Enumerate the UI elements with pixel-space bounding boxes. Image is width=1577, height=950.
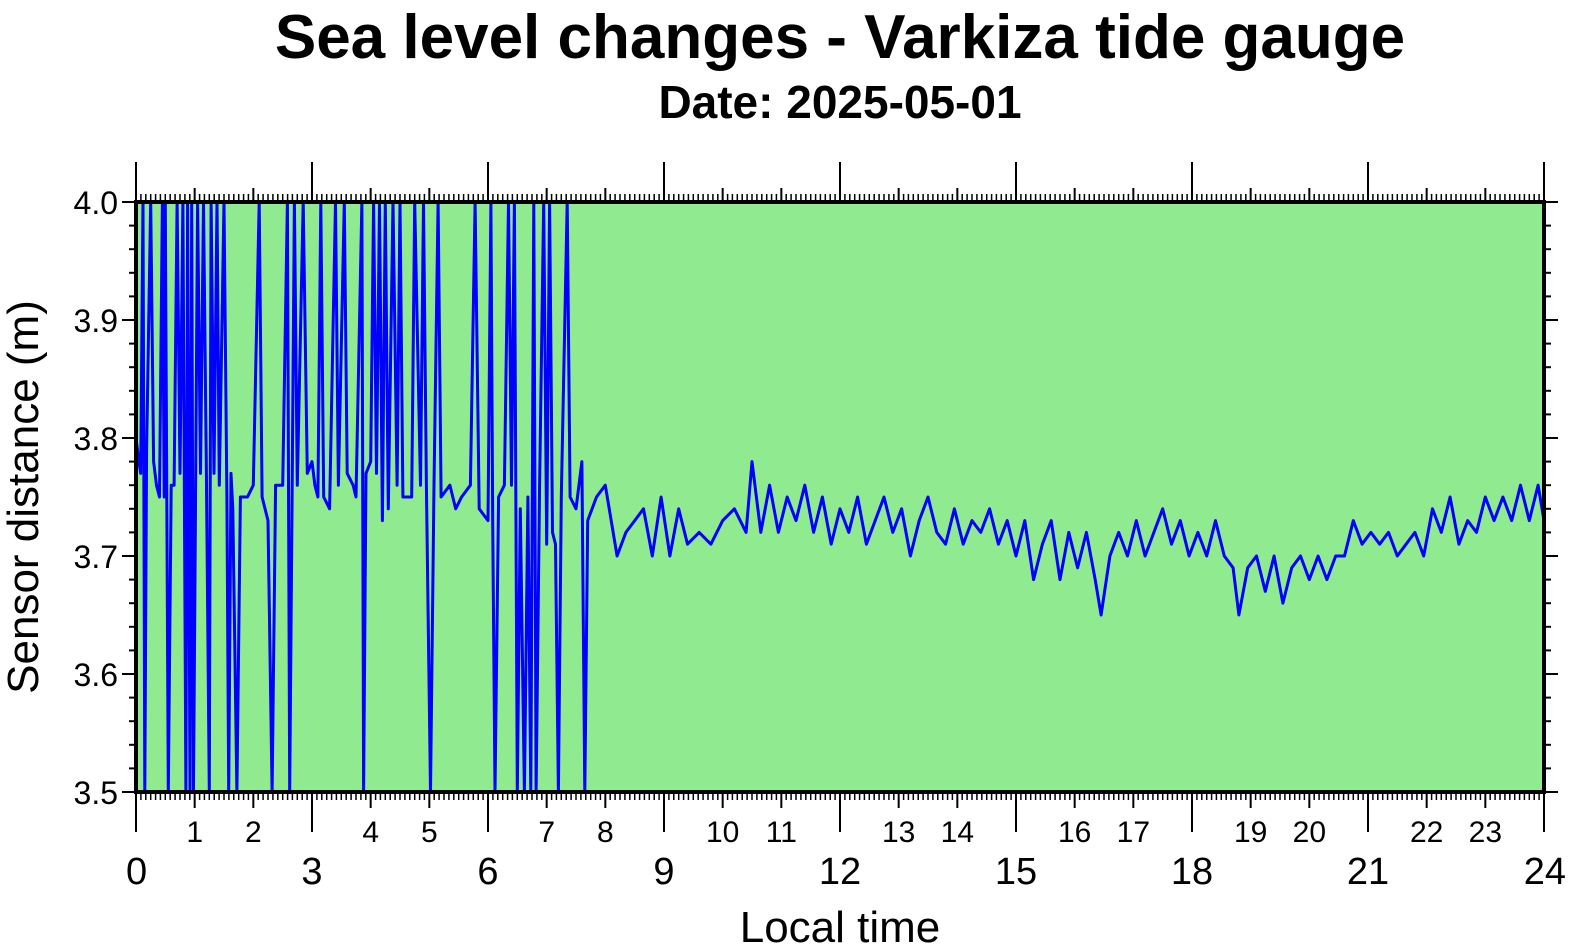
x-tick-label-major-18: 18 [1171, 851, 1213, 893]
x-tick-label-minor-7: 7 [538, 816, 555, 849]
x-tick-label-major-9: 9 [653, 851, 674, 893]
x-tick-label-minor-10: 10 [706, 816, 739, 849]
y-tick-label-3.5: 3.5 [74, 775, 118, 811]
x-tick-label-major-21: 21 [1347, 851, 1389, 893]
x-tick-label-major-6: 6 [477, 851, 498, 893]
y-tick-label-4.0: 4.0 [74, 185, 118, 221]
plot-area-background [136, 202, 1544, 792]
x-tick-label-minor-1: 1 [186, 816, 203, 849]
x-tick-label-minor-4: 4 [362, 816, 379, 849]
x-tick-label-minor-20: 20 [1293, 816, 1326, 849]
y-tick-label-3.8: 3.8 [74, 421, 118, 457]
x-tick-label-minor-22: 22 [1410, 816, 1443, 849]
x-tick-label-minor-13: 13 [882, 816, 915, 849]
x-tick-label-major-0: 0 [126, 851, 147, 893]
data-layer [136, 202, 1544, 792]
x-tick-label-minor-8: 8 [597, 816, 614, 849]
chart-title: Sea level changes - Varkiza tide gauge [275, 3, 1405, 72]
x-tick-label-major-24: 24 [1524, 851, 1566, 893]
x-tick-label-minor-11: 11 [766, 816, 797, 849]
x-tick-label-minor-19: 19 [1234, 816, 1267, 849]
y-tick-label-3.7: 3.7 [74, 539, 118, 575]
x-tick-label-minor-17: 17 [1117, 816, 1150, 849]
data-series-line-0 [136, 202, 1544, 792]
x-tick-label-minor-23: 23 [1469, 816, 1502, 849]
y-axis-label: Sensor distance (m) [0, 300, 48, 694]
chart-subtitle: Date: 2025-05-01 [658, 76, 1021, 128]
x-tick-label-major-3: 3 [301, 851, 322, 893]
y-tick-label-3.9: 3.9 [74, 303, 118, 339]
x-axis-label: Local time [740, 903, 941, 950]
x-tick-label-minor-16: 16 [1058, 816, 1091, 849]
y-tick-label-3.6: 3.6 [74, 657, 118, 693]
x-tick-label-major-15: 15 [995, 851, 1037, 893]
x-tick-label-major-12: 12 [819, 851, 861, 893]
x-tick-label-minor-14: 14 [941, 816, 974, 849]
x-tick-label-minor-2: 2 [245, 816, 262, 849]
x-tick-label-minor-5: 5 [421, 816, 438, 849]
